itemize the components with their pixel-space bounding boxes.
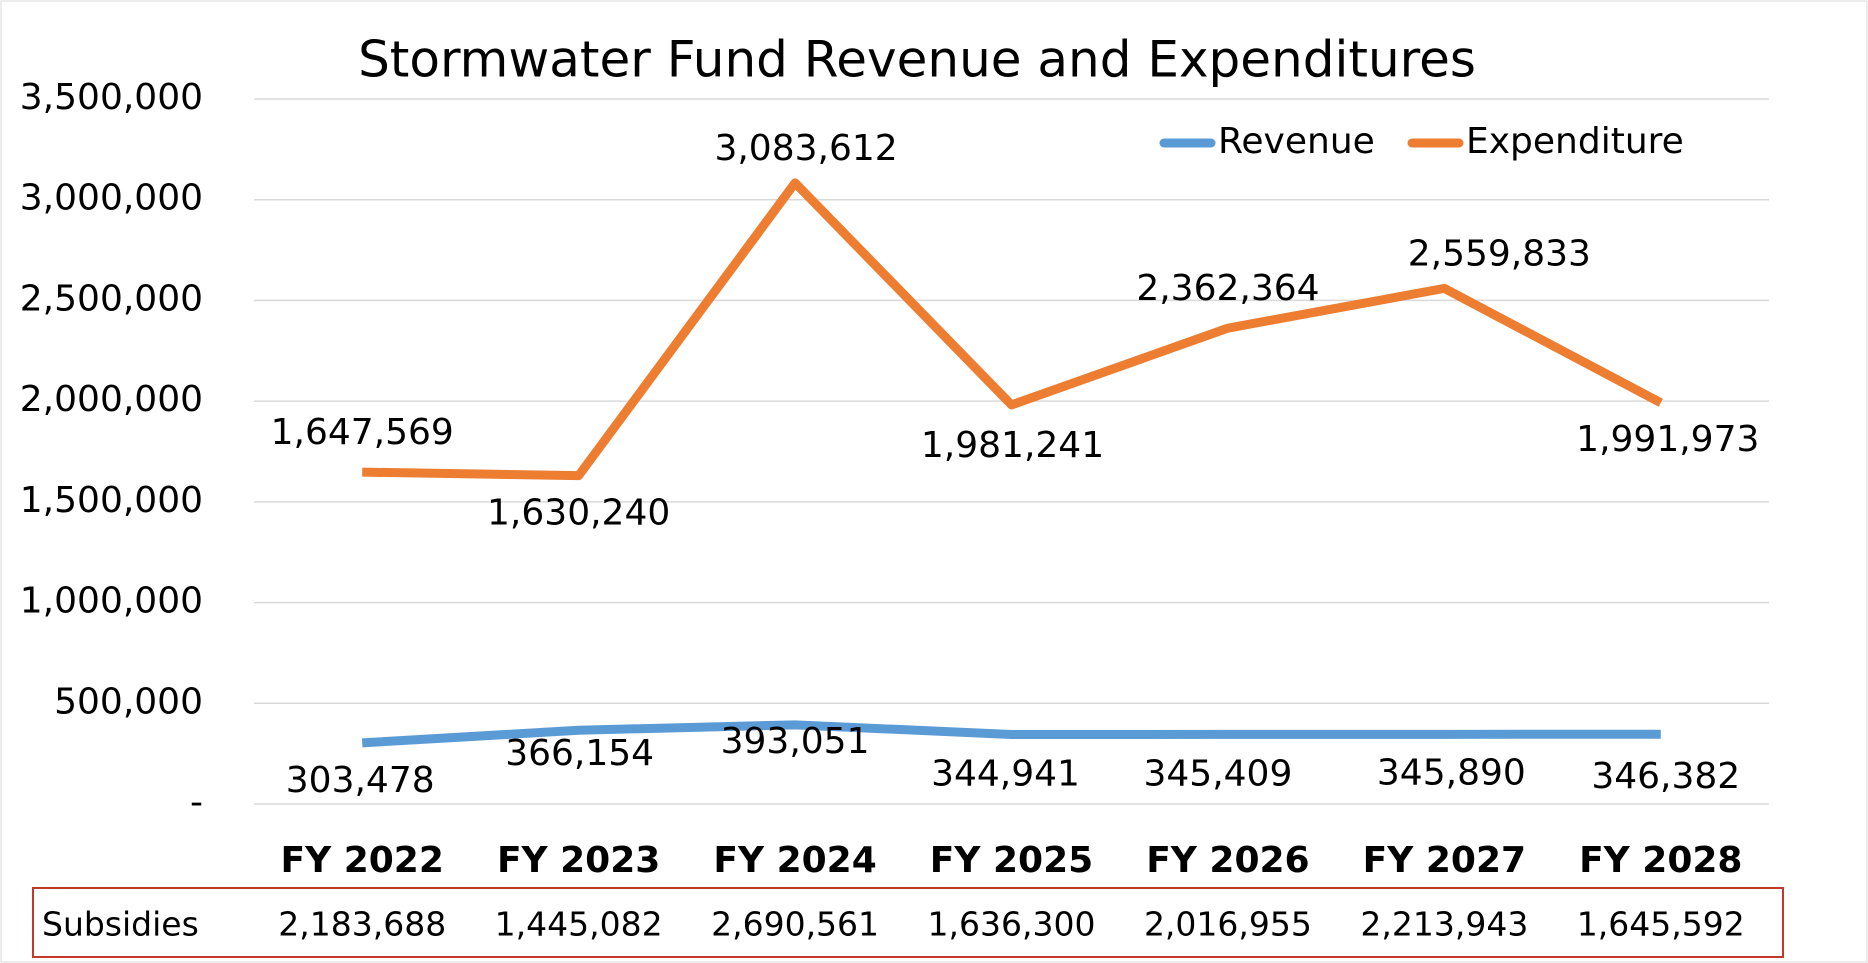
x-tick-label: FY 2024 bbox=[713, 840, 876, 881]
data-label: 345,409 bbox=[1143, 753, 1292, 794]
data-label: 1,991,973 bbox=[1576, 419, 1759, 460]
y-tick-label: 1,000,000 bbox=[20, 581, 203, 622]
legend-label: Revenue bbox=[1218, 121, 1375, 162]
data-label: 346,382 bbox=[1591, 756, 1740, 797]
y-tick-label: 1,500,000 bbox=[20, 480, 203, 521]
subsidy-value: 1,445,082 bbox=[495, 905, 663, 944]
y-tick-label: 2,500,000 bbox=[20, 278, 203, 319]
x-tick-label: FY 2027 bbox=[1363, 840, 1526, 881]
data-label: 1,630,240 bbox=[487, 493, 670, 534]
y-tick-label: 3,000,000 bbox=[20, 178, 203, 219]
data-label: 2,559,833 bbox=[1408, 233, 1591, 274]
x-tick-label: FY 2028 bbox=[1579, 840, 1742, 881]
x-tick-label: FY 2025 bbox=[930, 840, 1093, 881]
x-tick-label: FY 2023 bbox=[497, 840, 660, 881]
data-label: 393,051 bbox=[721, 721, 870, 762]
series-line bbox=[362, 178, 1663, 481]
x-tick-label: FY 2022 bbox=[281, 840, 444, 881]
y-tick-label: 3,500,000 bbox=[20, 77, 203, 118]
subsidy-value: 1,636,300 bbox=[928, 905, 1096, 944]
data-label: 3,083,612 bbox=[714, 128, 897, 169]
subsidy-value: 2,016,955 bbox=[1144, 905, 1312, 944]
x-tick-label: FY 2026 bbox=[1146, 840, 1309, 881]
data-label: 303,478 bbox=[286, 760, 435, 801]
subsidy-value: 1,645,592 bbox=[1577, 905, 1745, 944]
subsidy-value: 2,213,943 bbox=[1360, 905, 1528, 944]
subsidies-box bbox=[32, 887, 1784, 958]
data-label: 1,647,569 bbox=[271, 412, 454, 453]
data-label: 345,890 bbox=[1377, 752, 1526, 793]
data-label: 1,981,241 bbox=[921, 425, 1104, 466]
data-label: 344,941 bbox=[931, 754, 1080, 795]
subsidy-value: 2,183,688 bbox=[278, 905, 446, 944]
subsidy-value: 2,690,561 bbox=[711, 905, 879, 944]
y-tick-label: 500,000 bbox=[54, 681, 203, 722]
series-line bbox=[361, 720, 1661, 748]
subsidies-label: Subsidies bbox=[42, 905, 199, 944]
data-label: 366,154 bbox=[505, 733, 654, 774]
y-tick-label: 2,000,000 bbox=[20, 379, 203, 420]
y-tick-label: - bbox=[190, 782, 203, 823]
data-label: 2,362,364 bbox=[1136, 268, 1319, 309]
legend-label: Expenditure bbox=[1466, 121, 1684, 162]
chart-title: Stormwater Fund Revenue and Expenditures bbox=[358, 31, 1476, 89]
